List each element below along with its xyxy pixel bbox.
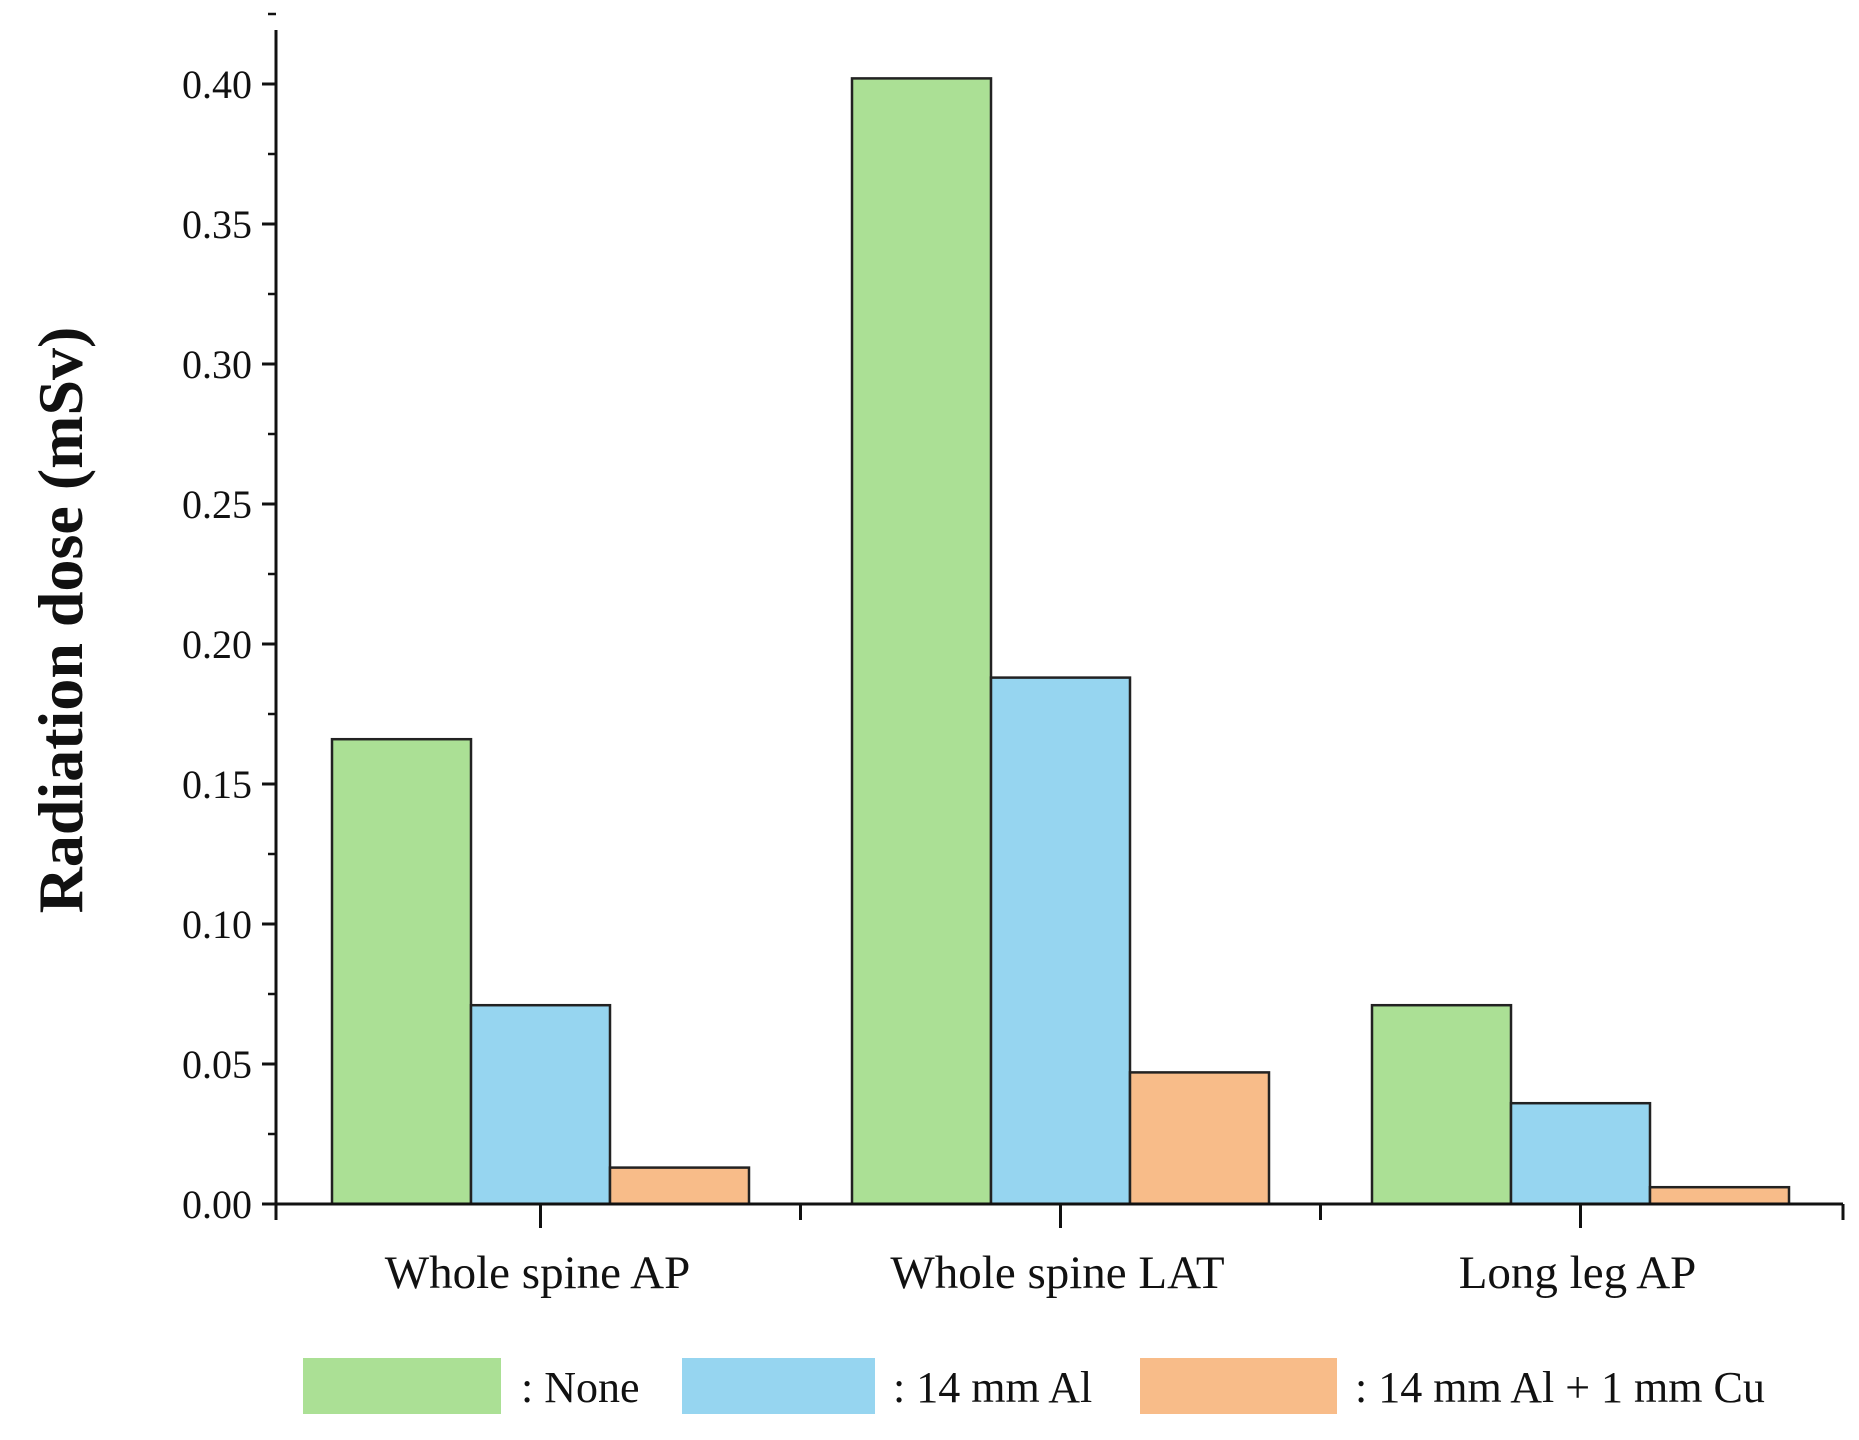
y-axis-label: Radiation dose (mSv) xyxy=(25,327,96,914)
legend-label-2: : 14 mm Al xyxy=(893,1363,1092,1412)
x-category-label: Whole spine LAT xyxy=(890,1247,1224,1299)
bar-3-3 xyxy=(1648,1185,1791,1206)
bars-group xyxy=(330,77,1791,1206)
legend-swatch-3 xyxy=(1140,1358,1337,1414)
bar-2-2 xyxy=(989,676,1132,1206)
bar-1-2 xyxy=(850,77,993,1206)
legend-swatch-2 xyxy=(682,1358,875,1414)
bar-1-3 xyxy=(1370,1003,1513,1206)
y-tick-label: 0.30 xyxy=(182,342,252,387)
legend-label-1: : None xyxy=(521,1363,640,1412)
bar-2-3 xyxy=(1509,1101,1652,1206)
legend-label-3: : 14 mm Al + 1 mm Cu xyxy=(1355,1363,1765,1412)
bar-3-1 xyxy=(608,1166,751,1206)
bar-2-1 xyxy=(469,1003,612,1206)
legend-swatch-1 xyxy=(303,1358,501,1414)
y-tick-label: 0.25 xyxy=(182,482,252,527)
x-category-label: Long leg AP xyxy=(1459,1247,1697,1299)
bar-3-2 xyxy=(1128,1071,1271,1206)
y-tick-label: 0.20 xyxy=(182,622,252,667)
y-tick-label: 0.35 xyxy=(182,202,252,247)
y-tick-label: 0.10 xyxy=(182,902,252,947)
axes-group: 0.00 0.05 0.10 0.15 0.20 0.25 0.30 0.35 0.40 Whol… xyxy=(182,12,1845,1299)
y-tick-label: 0.40 xyxy=(182,62,252,107)
y-tick-label: 0.05 xyxy=(182,1042,252,1087)
y-tick-label: 0.15 xyxy=(182,762,252,807)
legend: : None : 14 mm Al : 14 mm Al + 1 mm Cu xyxy=(303,1358,1765,1414)
x-category-label: Whole spine AP xyxy=(385,1247,690,1299)
y-tick-label: 0.00 xyxy=(182,1182,252,1227)
bar-1-1 xyxy=(330,737,473,1206)
